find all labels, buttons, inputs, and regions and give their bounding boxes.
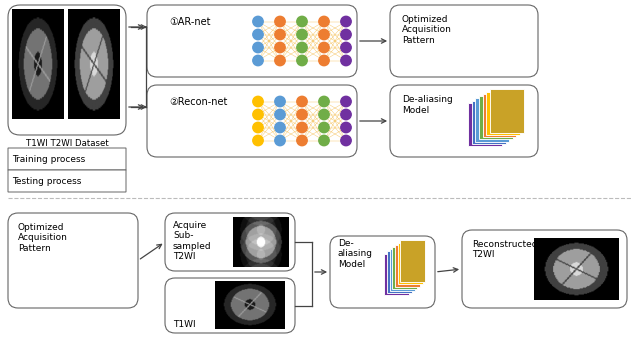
- Circle shape: [275, 135, 285, 146]
- FancyBboxPatch shape: [147, 5, 357, 77]
- Circle shape: [275, 109, 285, 120]
- Circle shape: [275, 42, 285, 53]
- Circle shape: [297, 42, 307, 53]
- FancyBboxPatch shape: [165, 213, 295, 271]
- Circle shape: [340, 29, 351, 40]
- Text: Acquire
Sub-
sampled
T2WI: Acquire Sub- sampled T2WI: [173, 221, 212, 261]
- Text: De-aliasing
Model: De-aliasing Model: [402, 95, 452, 115]
- Circle shape: [275, 55, 285, 66]
- FancyBboxPatch shape: [165, 278, 295, 333]
- Circle shape: [253, 109, 263, 120]
- Text: De-
aliasing
Model: De- aliasing Model: [338, 239, 373, 269]
- Circle shape: [319, 96, 329, 107]
- Text: T1WI T2WI Dataset: T1WI T2WI Dataset: [26, 139, 108, 148]
- Circle shape: [340, 109, 351, 120]
- FancyBboxPatch shape: [8, 170, 126, 192]
- Text: Optimized
Acquisition
Pattern: Optimized Acquisition Pattern: [402, 15, 452, 45]
- Circle shape: [297, 55, 307, 66]
- Circle shape: [275, 16, 285, 27]
- Circle shape: [275, 29, 285, 40]
- FancyBboxPatch shape: [390, 5, 538, 77]
- Circle shape: [253, 29, 263, 40]
- FancyBboxPatch shape: [8, 5, 126, 135]
- Circle shape: [340, 122, 351, 133]
- FancyBboxPatch shape: [8, 213, 138, 308]
- FancyBboxPatch shape: [462, 230, 627, 308]
- Circle shape: [275, 96, 285, 107]
- Text: ②Recon-net: ②Recon-net: [169, 97, 227, 107]
- Text: Optimized
Acquisition
Pattern: Optimized Acquisition Pattern: [18, 223, 68, 253]
- Circle shape: [297, 122, 307, 133]
- Circle shape: [297, 16, 307, 27]
- Circle shape: [319, 135, 329, 146]
- FancyBboxPatch shape: [147, 85, 357, 157]
- Circle shape: [297, 29, 307, 40]
- Circle shape: [253, 16, 263, 27]
- Circle shape: [319, 122, 329, 133]
- Text: Training process: Training process: [12, 154, 85, 163]
- Circle shape: [253, 96, 263, 107]
- Circle shape: [253, 135, 263, 146]
- Circle shape: [319, 16, 329, 27]
- Circle shape: [340, 135, 351, 146]
- FancyBboxPatch shape: [8, 148, 126, 170]
- Circle shape: [319, 109, 329, 120]
- Text: Reconstructed
T2WI: Reconstructed T2WI: [472, 240, 538, 259]
- Circle shape: [297, 109, 307, 120]
- Text: ①AR-net: ①AR-net: [169, 17, 211, 27]
- Circle shape: [340, 42, 351, 53]
- Circle shape: [319, 29, 329, 40]
- Circle shape: [253, 42, 263, 53]
- Circle shape: [297, 96, 307, 107]
- Circle shape: [297, 135, 307, 146]
- Text: T1WI: T1WI: [173, 320, 196, 329]
- FancyBboxPatch shape: [390, 85, 538, 157]
- Text: Testing process: Testing process: [12, 177, 81, 185]
- FancyBboxPatch shape: [330, 236, 435, 308]
- Circle shape: [340, 55, 351, 66]
- Circle shape: [340, 16, 351, 27]
- Circle shape: [253, 55, 263, 66]
- Circle shape: [319, 42, 329, 53]
- Circle shape: [275, 122, 285, 133]
- Circle shape: [319, 55, 329, 66]
- Circle shape: [340, 96, 351, 107]
- Circle shape: [253, 122, 263, 133]
